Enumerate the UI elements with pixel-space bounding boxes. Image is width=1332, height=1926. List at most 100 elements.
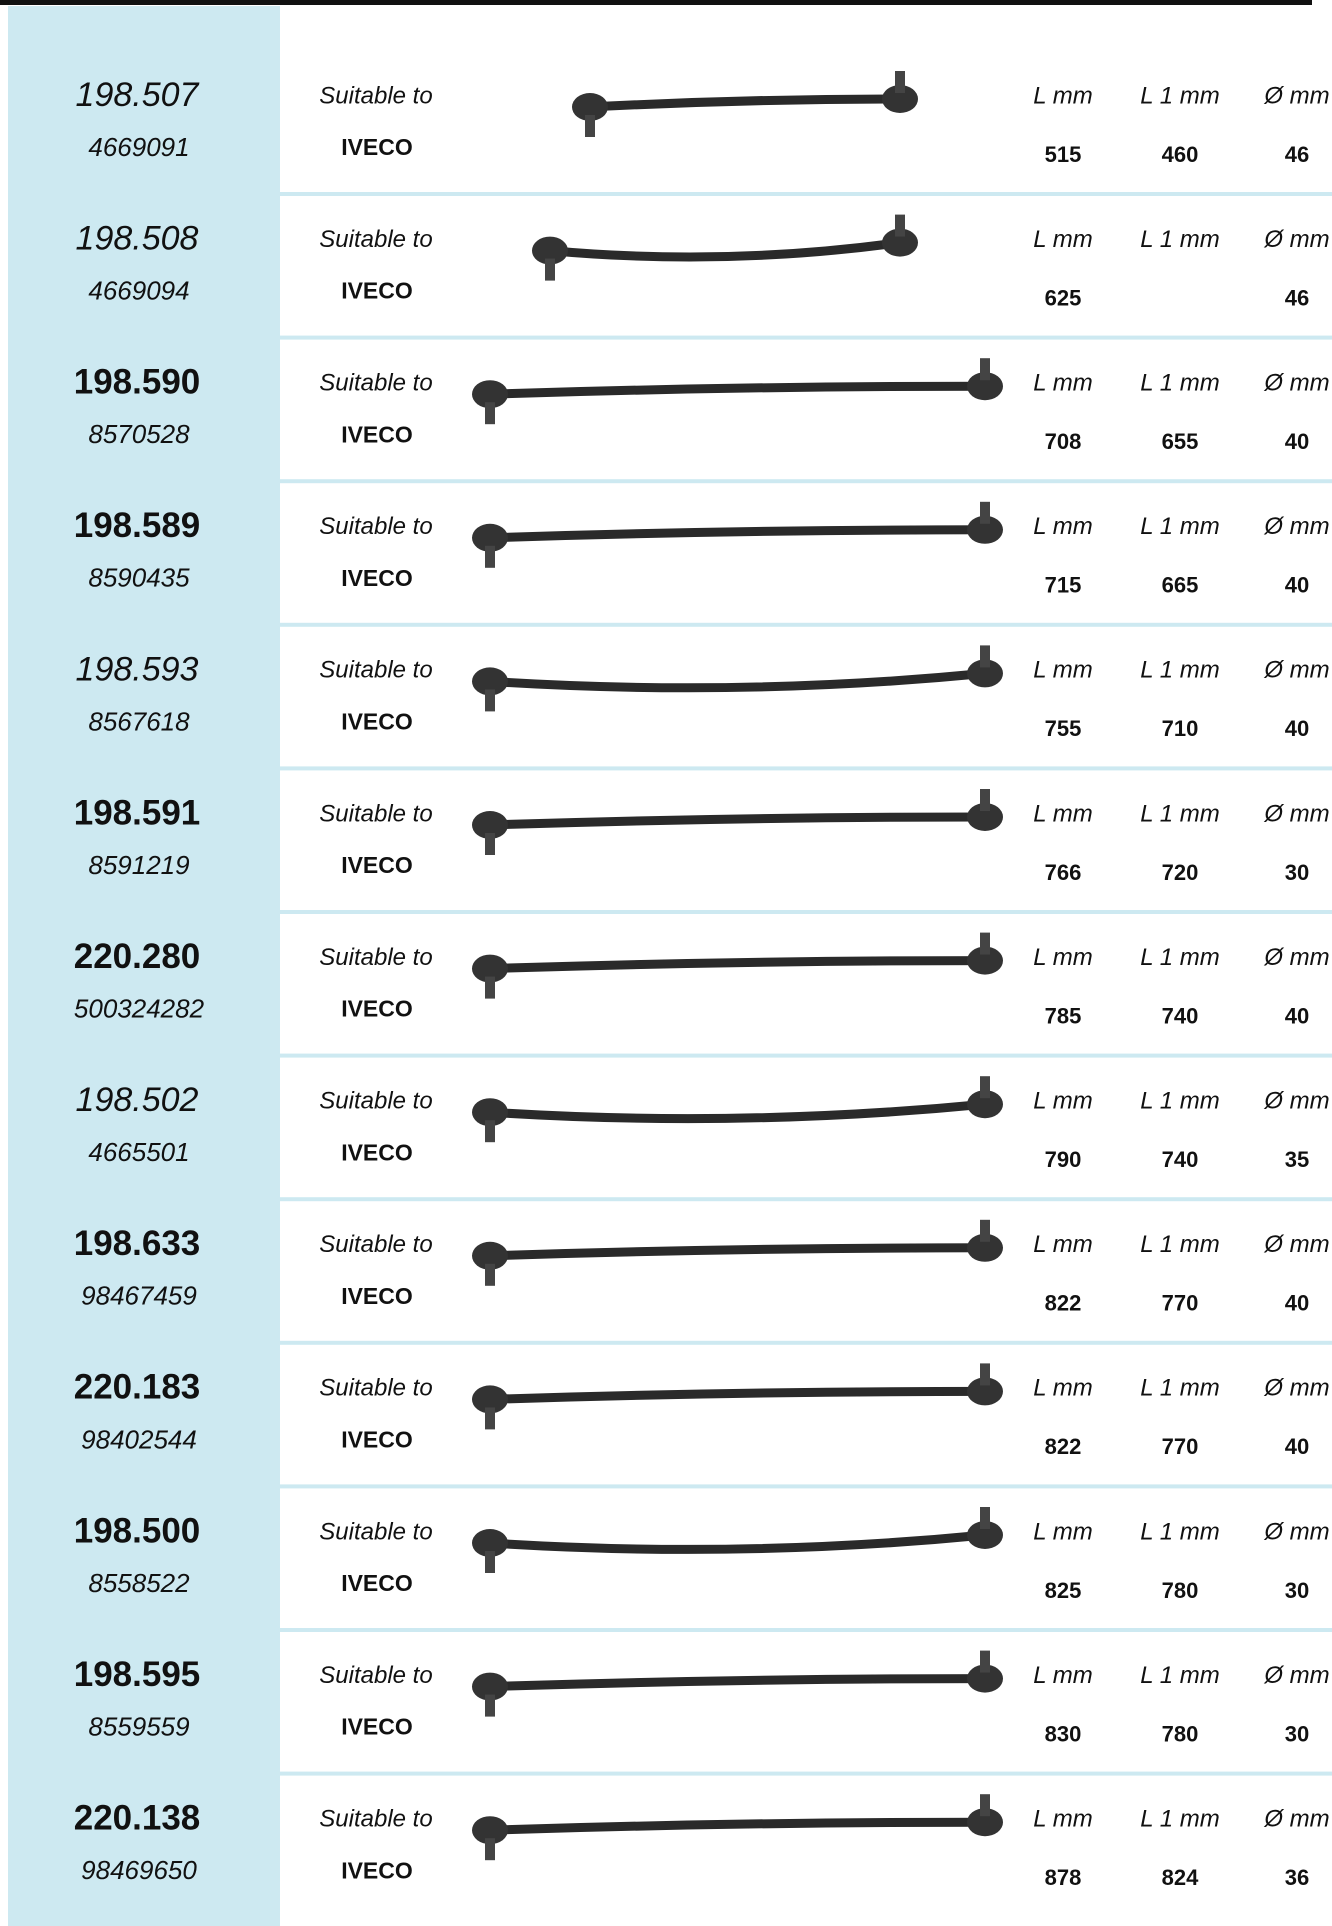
rod [485,525,990,543]
dimension-value: 740 [1162,1003,1199,1028]
column-header: Ø mm [1263,1231,1329,1258]
stud [980,932,990,955]
tie-rod-image [532,214,918,281]
column-header: L mm [1033,1375,1093,1402]
part-code: 220.138 [74,1798,201,1837]
oe-number: 4669091 [88,132,189,162]
make: IVECO [341,565,413,591]
column-header: L mm [1033,513,1093,540]
column-header: L mm [1033,1088,1093,1115]
rod [485,1674,990,1692]
column-header: Ø mm [1263,1375,1329,1402]
column-header: L 1 mm [1140,1231,1220,1258]
column-header: L mm [1033,1662,1093,1689]
rod [485,1099,990,1124]
column-header: L 1 mm [1140,513,1220,540]
dimension-value: 825 [1045,1578,1082,1603]
make: IVECO [341,1857,413,1883]
column-header: L 1 mm [1140,1375,1220,1402]
make: IVECO [341,708,413,734]
suitable-label: Suitable to [319,226,432,253]
row-separator [280,192,1332,196]
dimension-value: 878 [1045,1865,1082,1890]
row-separator [280,1484,1332,1489]
stud [895,71,905,93]
rod-end [572,93,608,121]
rod-end [472,1529,508,1557]
rod [545,238,905,262]
row-separator [280,622,1332,627]
column-header: L mm [1033,82,1093,109]
stud [980,1219,990,1242]
oe-number: 4669094 [88,275,189,305]
column-header: L mm [1033,370,1093,397]
oe-number: 8570528 [88,419,190,449]
column-header: Ø mm [1263,513,1329,540]
column-header: L mm [1033,226,1093,253]
suitable-label: Suitable to [319,944,432,971]
row-separator [280,1628,1332,1632]
dimension-value: 40 [1285,1003,1309,1028]
rod-end [967,372,1003,401]
stud [485,1551,495,1573]
tie-rod-image [472,1507,1003,1573]
dimension-value: 780 [1162,1721,1199,1746]
dimension-value: 822 [1045,1434,1082,1459]
rod-end [967,515,1003,544]
stud [980,358,990,381]
row-separator [280,335,1332,340]
column-header: Ø mm [1263,1662,1329,1689]
stud [980,645,990,668]
column-header: L mm [1033,1231,1093,1258]
stud [980,501,990,524]
dimension-value: 710 [1162,716,1199,741]
dimension-value: 708 [1045,429,1082,454]
dimension-value: 785 [1045,1003,1082,1028]
oe-number: 8558522 [88,1568,190,1598]
dimension-value: 822 [1045,1291,1082,1316]
column-header: L 1 mm [1140,1806,1220,1833]
dimension-value: 790 [1045,1147,1082,1172]
oe-number: 500324282 [74,993,205,1023]
stud [980,1363,990,1386]
part-code: 198.595 [74,1655,201,1694]
column-header: L mm [1033,944,1093,971]
oe-number: 8591219 [88,850,189,880]
column-header: L 1 mm [1140,1088,1220,1115]
dimension-value: 780 [1162,1578,1199,1603]
stud [980,1076,990,1099]
part-code: 198.502 [76,1081,199,1119]
stud [585,115,595,137]
make: IVECO [341,852,413,878]
part-code: 220.280 [74,937,201,976]
row-separator [280,1340,1332,1345]
suitable-label: Suitable to [319,82,432,109]
make: IVECO [341,1714,413,1740]
column-header: L 1 mm [1140,226,1220,253]
tie-rod-image [572,71,918,137]
dimension-value: 46 [1285,285,1309,310]
column-header: Ø mm [1263,1806,1329,1833]
dimension-value: 770 [1162,1434,1199,1459]
stud [895,214,905,237]
column-header: Ø mm [1263,944,1329,971]
dimension-value: 655 [1162,429,1199,454]
column-header: L mm [1033,1806,1093,1833]
rod-end [967,1664,1003,1693]
dimension-value: 755 [1045,716,1082,741]
suitable-label: Suitable to [319,800,432,827]
rod-end [472,1098,508,1127]
rod-end [882,85,918,113]
dimension-value: 40 [1285,1434,1309,1459]
column-header: L 1 mm [1140,82,1220,109]
dimension-value: 740 [1162,1147,1199,1172]
dimension-value: 720 [1162,860,1199,885]
stud [485,402,495,425]
dimension-value: 460 [1162,142,1199,167]
rod-end [967,659,1003,688]
tie-rod-image [472,932,1003,999]
rod-end [472,1816,508,1845]
stud [485,1120,495,1143]
oe-number: 4665501 [88,1137,189,1167]
part-code: 198.589 [74,506,201,545]
